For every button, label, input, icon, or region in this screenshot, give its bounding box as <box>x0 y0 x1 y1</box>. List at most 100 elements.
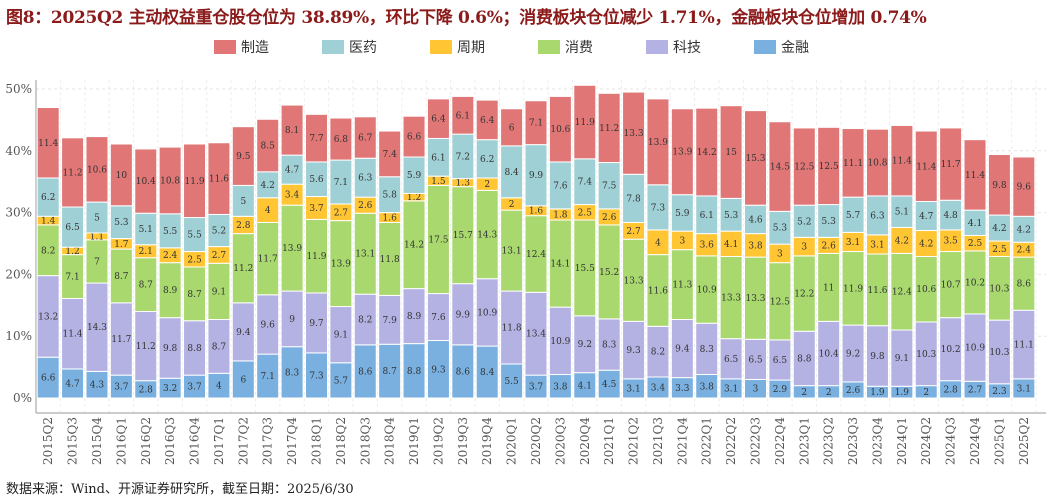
data-label: 2.7 <box>968 386 983 396</box>
data-label: 1.7 <box>114 240 129 250</box>
data-label: 8.6 <box>456 367 471 377</box>
data-label: 11.1 <box>1014 341 1034 351</box>
data-label: 8.2 <box>651 348 665 358</box>
data-label: 11.8 <box>502 324 522 334</box>
x-tick-label: 2018Q3 <box>358 417 372 465</box>
data-label: 2.7 <box>212 251 227 261</box>
bar-segment <box>670 108 694 196</box>
data-label: 11.6 <box>648 286 668 296</box>
bar-segment <box>841 128 865 198</box>
bar-segment <box>817 126 841 206</box>
legend-swatch <box>322 40 344 54</box>
data-label: 10.3 <box>989 348 1009 358</box>
x-tick-label: 2020Q4 <box>578 417 592 465</box>
data-label: 11.4 <box>892 157 912 167</box>
data-label: 6 <box>509 123 515 133</box>
data-label: 9.8 <box>992 181 1007 191</box>
data-label: 8.8 <box>797 354 812 364</box>
data-label: 9.3 <box>431 365 446 375</box>
data-label: 11.2 <box>233 264 253 274</box>
y-tick-label: 20% <box>5 267 32 281</box>
bar-segment <box>597 92 621 164</box>
data-label: 3.7 <box>114 383 129 393</box>
data-label: 5.3 <box>822 217 837 227</box>
bar-segment <box>695 107 719 197</box>
data-label: 7.3 <box>309 371 324 381</box>
data-label: 1.9 <box>870 388 885 398</box>
bar-segment <box>500 108 524 147</box>
data-label: 13.9 <box>672 148 692 158</box>
data-label: 1.1 <box>90 232 104 242</box>
data-label: 8.5 <box>261 142 276 152</box>
x-tick-label: 2024Q2 <box>919 417 933 465</box>
data-label: 11.7 <box>111 335 131 345</box>
data-label: 5 <box>94 214 100 224</box>
data-label: 10.6 <box>916 285 936 295</box>
legend-item: 制造 <box>214 40 269 56</box>
data-label: 7.1 <box>529 119 543 129</box>
data-label: 3.7 <box>309 204 324 214</box>
data-label: 4.2 <box>919 240 933 250</box>
data-label: 5.7 <box>846 211 861 221</box>
data-label: 3.5 <box>943 237 958 247</box>
legend-swatch <box>754 40 776 54</box>
data-label: 5.1 <box>139 225 153 235</box>
data-label: 6.5 <box>724 355 739 365</box>
data-label: 3.8 <box>748 241 763 251</box>
data-label: 6.2 <box>480 155 494 165</box>
data-label: 2 <box>923 388 929 398</box>
bar-segment <box>768 121 792 212</box>
bar-segment <box>939 127 963 201</box>
bar-segment <box>183 143 207 219</box>
data-label: 4.7 <box>285 166 300 176</box>
data-label: 3.4 <box>651 383 666 393</box>
data-label: 6.5 <box>773 356 788 366</box>
data-label: 7.7 <box>309 134 324 144</box>
data-label: 8.8 <box>187 344 202 354</box>
data-label: 3.1 <box>1017 384 1031 394</box>
data-label: 1.3 <box>456 179 471 189</box>
data-label: 6.5 <box>748 355 763 365</box>
bar-segment <box>231 126 255 186</box>
legend-item: 科技 <box>646 40 701 56</box>
data-label: 13.2 <box>38 312 58 322</box>
data-label: 8.4 <box>504 168 519 178</box>
x-tick-label: 2024Q1 <box>895 417 909 465</box>
data-label: 7.3 <box>651 203 666 213</box>
data-label: 8.3 <box>285 368 300 378</box>
data-label: 2.4 <box>163 251 178 261</box>
x-tick-label: 2016Q1 <box>114 417 128 465</box>
data-label: 10.9 <box>697 286 717 296</box>
bar-segment <box>402 115 426 158</box>
y-tick-label: 50% <box>5 82 32 96</box>
chart-title: 图8：2025Q2 主动权益重仓股仓位为 38.89%，环比下降 0.6%；消费… <box>6 8 927 28</box>
x-tick-label: 2020Q2 <box>529 417 543 465</box>
data-label: 8.9 <box>163 286 178 296</box>
data-label: 2.6 <box>358 201 373 211</box>
data-label: 8.1 <box>285 126 299 136</box>
x-tick-label: 2019Q4 <box>480 417 494 465</box>
data-label: 3 <box>679 236 685 246</box>
x-tick-label: 2015Q2 <box>41 417 55 465</box>
data-label: 8.7 <box>382 367 397 377</box>
bar-segment <box>524 100 548 146</box>
data-label: 7.6 <box>553 181 568 191</box>
data-label: 8.7 <box>212 342 227 352</box>
data-label: 14.3 <box>477 231 497 241</box>
data-label: 1.6 <box>382 214 397 224</box>
data-label: 2.5 <box>992 245 1007 255</box>
data-label: 3.2 <box>163 384 177 394</box>
data-label: 10.7 <box>941 281 961 291</box>
x-tick-label: 2024Q3 <box>944 417 958 465</box>
legend-label: 消费 <box>565 40 593 56</box>
data-label: 3.1 <box>724 384 738 394</box>
data-label: 4.2 <box>1017 225 1031 235</box>
legend-label: 周期 <box>457 40 485 56</box>
data-label: 11.2 <box>136 342 156 352</box>
data-label: 11.4 <box>916 162 936 172</box>
data-label: 5.2 <box>797 217 811 227</box>
bar-segment <box>304 113 328 163</box>
legend-item: 医药 <box>322 40 377 56</box>
data-label: 13.9 <box>648 138 668 148</box>
legend-swatch <box>430 40 452 54</box>
